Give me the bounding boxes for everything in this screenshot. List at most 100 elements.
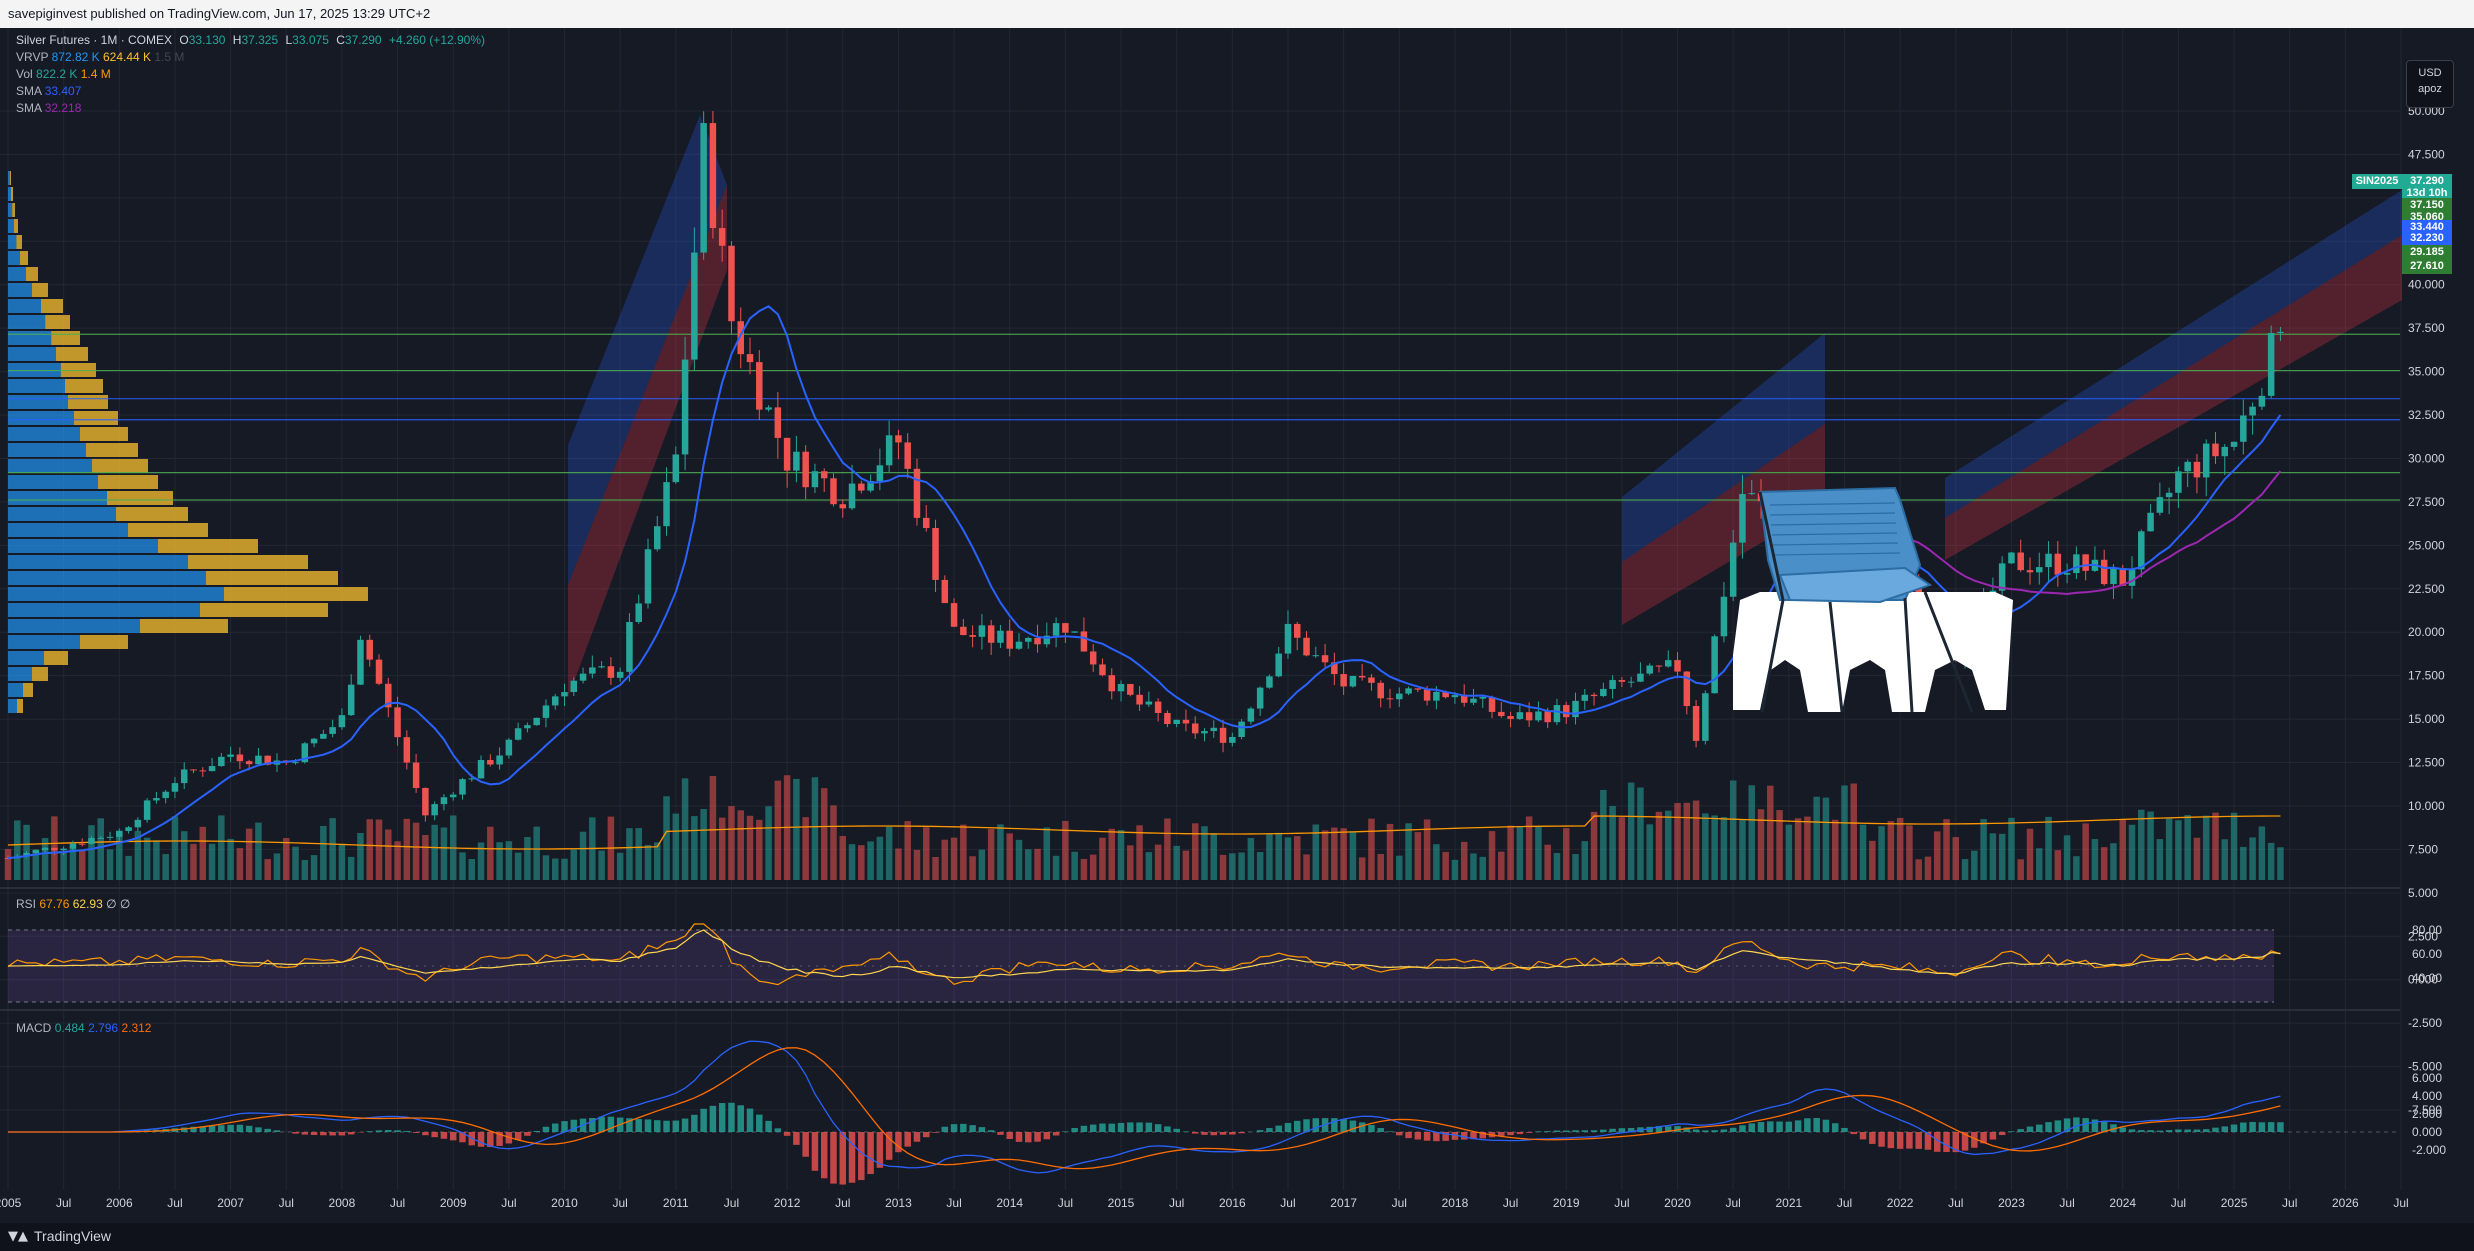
volume-bar xyxy=(839,836,847,880)
symbol-label[interactable]: Silver Futures · 1M · COMEX xyxy=(16,33,173,47)
candle-body xyxy=(1191,723,1199,734)
volume-bar xyxy=(2128,824,2136,880)
time-axis-label: Jul xyxy=(390,1196,405,1210)
time-axis-label: Jul xyxy=(1503,1196,1518,1210)
price-axis-label: 5.000 xyxy=(2408,886,2438,900)
legend-sma-1[interactable]: SMA 33.407 xyxy=(16,84,82,98)
macd-axis-label: 4.000 xyxy=(2412,1089,2442,1103)
volume-bar xyxy=(691,816,698,880)
macd-hist-bar xyxy=(1025,1132,1032,1143)
legend-sma-2[interactable]: SMA 32.218 xyxy=(16,101,82,115)
candle-body xyxy=(1442,691,1449,698)
candle-body xyxy=(830,478,837,505)
volume-bar xyxy=(32,849,40,880)
volume-bar xyxy=(69,847,77,880)
legend-vrvp[interactable]: VRVP 872.82 K 624.44 K 1.5 M xyxy=(16,50,185,64)
candle-body xyxy=(2147,512,2154,532)
legend-rsi[interactable]: RSI 67.76 62.93 ∅ ∅ xyxy=(16,897,131,911)
volume-bar xyxy=(1562,828,1570,880)
volume-bar xyxy=(1145,852,1153,880)
volume-bar xyxy=(1303,854,1310,880)
volume-bar xyxy=(1831,819,1839,880)
volume-bar xyxy=(273,853,281,880)
candle-body xyxy=(143,800,151,820)
candle-body xyxy=(1600,688,1607,697)
candle-body xyxy=(867,481,874,491)
currency-button[interactable]: USD apoz xyxy=(2406,60,2454,108)
chart-canvas[interactable]: 50.00047.50045.00042.50040.00037.50035.0… xyxy=(0,28,2474,1223)
volume-bar xyxy=(385,829,392,880)
time-axis-label: 2019 xyxy=(1553,1196,1580,1210)
macd-line xyxy=(8,1040,2281,1174)
candle-body xyxy=(1544,711,1551,723)
macd-hist-bar xyxy=(1043,1132,1051,1140)
volume-bar xyxy=(1692,800,1700,880)
macd-hist-bar xyxy=(1256,1130,1264,1132)
macd-hist-bar xyxy=(2249,1121,2256,1132)
volume-bar xyxy=(1869,840,1876,880)
brand-label: TradingView xyxy=(34,1228,112,1244)
time-axis-label: 2007 xyxy=(217,1196,244,1210)
volume-bar xyxy=(1971,850,1978,880)
time-axis-label: Jul xyxy=(1280,1196,1295,1210)
candle-body xyxy=(2017,552,2024,571)
time-axis-label: Jul xyxy=(279,1196,294,1210)
time-axis[interactable]: 2005 Jul 2006 Jul 2007 Jul 2008 Jul 2009 Jul 2010 J… xyxy=(0,1196,2409,1210)
candle-body xyxy=(626,621,633,672)
candle-body xyxy=(737,321,744,355)
volume-bar xyxy=(78,849,86,880)
candle-body xyxy=(153,798,160,801)
time-axis-label: Jul xyxy=(1948,1196,1963,1210)
candle-body xyxy=(1182,719,1190,724)
volume-profile-down-bar xyxy=(26,267,38,281)
candle-body xyxy=(227,754,234,757)
candle-body xyxy=(700,123,707,253)
macd-hist-bar xyxy=(1164,1126,1171,1132)
volume-bar xyxy=(1915,859,1922,880)
volume-bar xyxy=(1581,841,1589,880)
volume-bar xyxy=(876,836,884,880)
volume-profile-down-bar xyxy=(68,395,108,409)
candle-body xyxy=(1618,680,1626,682)
macd-hist-bar xyxy=(533,1130,540,1132)
volume-profile-down-bar xyxy=(140,619,228,633)
volume-profile-down-bar xyxy=(98,475,158,489)
price-tag-label: 13d 10h xyxy=(2402,186,2452,201)
volume-bar xyxy=(394,841,401,880)
candle-body xyxy=(876,465,884,482)
volume-profile-up-bar xyxy=(8,619,140,633)
volume-profile-down-bar xyxy=(12,203,15,217)
volume-profile-down-bar xyxy=(86,443,138,457)
volume-bar xyxy=(616,852,624,880)
macd-hist-bar xyxy=(830,1132,837,1184)
volume-bar xyxy=(338,843,346,880)
candle-body xyxy=(793,451,800,471)
volume-bars xyxy=(4,775,2284,880)
candle-body xyxy=(1627,681,1635,683)
volume-bar xyxy=(347,856,355,880)
volume-bar xyxy=(41,838,49,880)
candle-body xyxy=(858,483,865,491)
macd-hist-bar xyxy=(1275,1125,1282,1132)
legend-vol[interactable]: Vol 822.2 K 1.4 M xyxy=(16,67,111,81)
macd-hist-bar xyxy=(449,1132,457,1141)
candle-body xyxy=(904,442,911,469)
legend-macd[interactable]: MACD 0.484 2.796 2.312 xyxy=(16,1021,152,1035)
candle-body xyxy=(1692,706,1700,741)
candle-body xyxy=(579,673,587,681)
candle-body xyxy=(848,483,856,509)
volume-bar xyxy=(1841,785,1848,880)
volume-bar xyxy=(1080,858,1088,880)
chart-area[interactable]: 50.00047.50045.00042.50040.00037.50035.0… xyxy=(0,28,2474,1223)
volume-bar xyxy=(1284,837,1292,880)
candle-body xyxy=(1683,671,1691,707)
tradingview-logo[interactable]: ▼▲ TradingView xyxy=(8,1228,111,1244)
volume-bar xyxy=(1785,824,1793,880)
macd-hist-bar xyxy=(1767,1121,1774,1132)
volume-ma-line xyxy=(7,815,2281,850)
volume-bar xyxy=(1117,830,1125,880)
macd-hist-bar xyxy=(2240,1122,2247,1132)
volume-bar xyxy=(1674,803,1681,880)
macd-hist-bar xyxy=(895,1132,902,1153)
price-axis-label: 22.500 xyxy=(2408,582,2445,596)
